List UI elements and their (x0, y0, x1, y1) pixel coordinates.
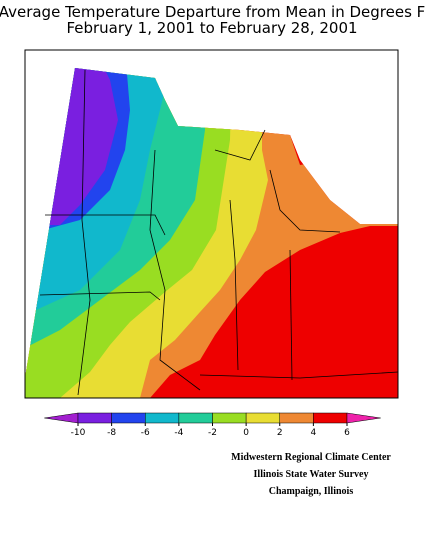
colorbar-tick-label: -8 (107, 428, 116, 438)
credit-line: Midwestern Regional Climate Center (231, 452, 391, 463)
colorbar: -10 -8 -6 -4 -2 0 2 4 6 (44, 412, 381, 438)
colorbar-tick-label: -6 (141, 428, 150, 438)
colorbar-tick-label: 2 (277, 428, 283, 438)
colorbar-tick-label: 6 (344, 428, 350, 438)
colorbar-tick-label: -4 (174, 428, 183, 438)
colorbar-bin (77, 412, 112, 424)
title-line: February 1, 2001 to February 28, 2001 (66, 19, 357, 37)
colorbar-bin (313, 412, 348, 424)
temperature-map (25, 68, 398, 398)
colorbar-bin (212, 412, 247, 424)
colorbar-tick-label: 4 (311, 428, 317, 438)
colorbar-tick-label: -2 (208, 428, 217, 438)
colorbar-bin (111, 412, 146, 424)
colorbar-bin (245, 412, 280, 424)
colorbar-bin (145, 412, 180, 424)
colorbar-end (346, 412, 381, 424)
colorbar-end (44, 412, 79, 424)
colorbar-tick-label: -10 (71, 428, 86, 438)
colorbar-bin (279, 412, 314, 424)
title-line: Average Temperature Departure from Mean … (0, 3, 425, 21)
colorbar-tick-label: 0 (243, 428, 249, 438)
credit-line: Champaign, Illinois (269, 486, 354, 497)
credit-line: Illinois State Water Survey (254, 469, 369, 480)
borders (39, 69, 399, 396)
map-frame (24, 49, 399, 399)
colorbar-bin (178, 412, 213, 424)
